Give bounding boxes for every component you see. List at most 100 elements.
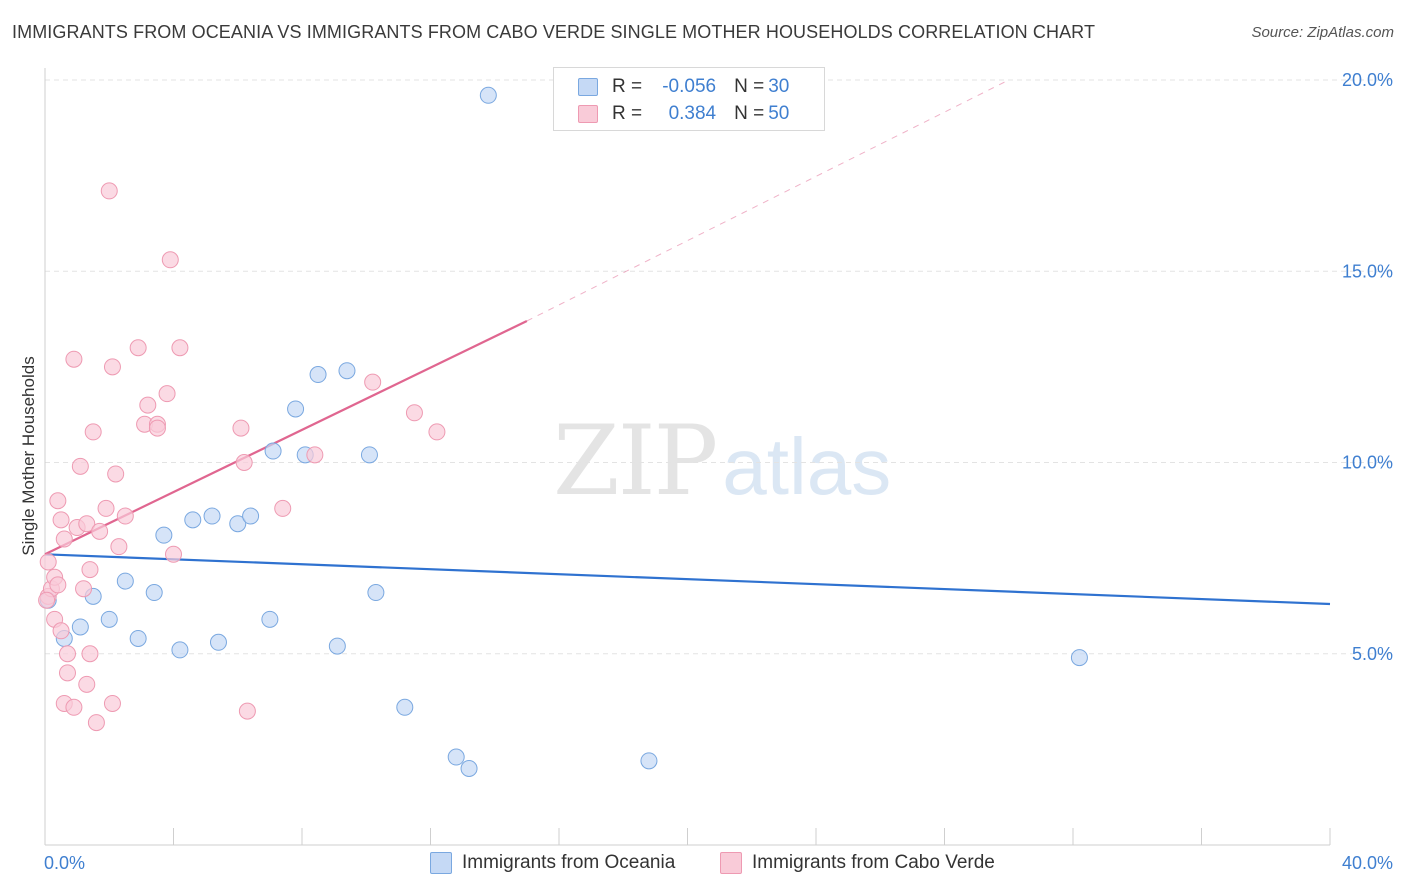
data-point-caboverde <box>107 465 125 483</box>
x-tick-label-min: 0.0% <box>44 853 85 873</box>
data-point-caboverde <box>103 358 121 376</box>
n-label: N = <box>734 103 765 124</box>
data-point-oceania <box>338 362 356 380</box>
oceania-swatch <box>578 78 598 96</box>
trend-line-caboverde-extension <box>526 79 1009 322</box>
data-point-caboverde <box>165 545 182 563</box>
correlation-legend: R = -0.056 N = 30 R = 0.384 N = 50 <box>553 67 825 131</box>
data-point-oceania <box>447 748 465 766</box>
r-label: R = <box>612 103 643 124</box>
data-point-caboverde <box>235 454 253 471</box>
legend-row-oceania: R = -0.056 N = 30 <box>578 75 789 99</box>
y-axis-label: Single Mother Households <box>19 356 38 555</box>
data-point-caboverde <box>148 419 166 437</box>
data-point-caboverde <box>405 404 423 422</box>
data-point-oceania <box>171 641 189 659</box>
data-point-oceania <box>360 446 378 464</box>
points-caboverde <box>38 182 446 732</box>
data-point-oceania <box>209 633 227 651</box>
data-point-caboverde <box>81 645 99 663</box>
chart-title: IMMIGRANTS FROM OCEANIA VS IMMIGRANTS FR… <box>12 22 1096 42</box>
y-tick-label: 15.0% <box>1342 261 1393 281</box>
y-tick-label: 20.0% <box>1342 70 1393 90</box>
data-point-oceania <box>328 637 346 655</box>
data-point-caboverde <box>52 622 70 640</box>
data-point-caboverde <box>171 339 189 357</box>
data-point-caboverde <box>58 645 76 663</box>
x-tick-label-max: 40.0% <box>1342 853 1393 873</box>
data-point-caboverde <box>129 339 147 357</box>
data-point-oceania <box>367 584 385 602</box>
data-point-caboverde <box>161 251 179 269</box>
data-point-caboverde <box>428 423 446 441</box>
data-point-caboverde <box>364 373 382 391</box>
series-legend-oceania: Immigrants from Oceania <box>430 852 675 874</box>
data-point-caboverde <box>81 561 99 579</box>
data-point-caboverde <box>49 576 67 594</box>
watermark-atlas: atlas <box>722 422 892 511</box>
data-point-oceania <box>203 507 221 525</box>
data-point-caboverde <box>100 182 118 200</box>
y-tick-label: 5.0% <box>1352 644 1393 664</box>
data-point-oceania <box>100 610 118 628</box>
data-point-oceania <box>155 526 173 544</box>
oceania-legend-swatch <box>430 852 452 874</box>
data-point-oceania <box>460 760 478 777</box>
data-point-caboverde <box>91 522 109 540</box>
data-point-caboverde <box>274 499 292 517</box>
data-point-oceania <box>116 572 134 590</box>
data-point-caboverde <box>110 538 128 556</box>
trend-line-oceania <box>44 553 1331 606</box>
data-point-caboverde <box>103 694 121 712</box>
data-point-caboverde <box>158 385 176 403</box>
grid-lines <box>45 79 1393 655</box>
data-point-oceania <box>640 752 658 770</box>
n-label: N = <box>734 76 765 97</box>
caboverde-swatch <box>578 105 598 123</box>
data-point-caboverde <box>75 580 93 598</box>
points-oceania <box>39 86 1088 777</box>
data-point-oceania <box>129 629 147 647</box>
data-point-oceania <box>287 400 305 418</box>
data-point-caboverde <box>65 350 83 368</box>
axes <box>44 68 1330 846</box>
y-tick-label: 10.0% <box>1342 453 1393 473</box>
data-point-oceania <box>1070 649 1088 667</box>
data-point-caboverde <box>97 499 115 517</box>
data-point-caboverde <box>87 714 105 732</box>
n-value-oceania: 30 <box>768 76 790 97</box>
r-value-oceania: -0.056 <box>662 76 717 97</box>
data-point-caboverde <box>71 457 89 475</box>
data-point-oceania <box>145 584 163 602</box>
y-tick-labels: 5.0% 10.0% 15.0% 20.0% <box>1342 70 1393 664</box>
series-legend-caboverde: Immigrants from Cabo Verde <box>720 852 995 874</box>
data-point-oceania <box>229 515 247 533</box>
data-point-oceania <box>309 366 327 384</box>
data-point-oceania <box>264 442 282 460</box>
source-credit: Source: ZipAtlas.com <box>1251 24 1394 41</box>
data-point-caboverde <box>116 507 134 525</box>
data-point-caboverde <box>238 702 256 720</box>
r-value-caboverde: 0.384 <box>668 103 717 124</box>
x-tick-marks <box>44 828 1331 845</box>
data-point-oceania <box>242 507 260 525</box>
data-point-caboverde <box>55 530 73 548</box>
data-point-caboverde <box>232 419 250 437</box>
watermark-zip: ZIP <box>553 405 718 517</box>
data-point-oceania <box>71 618 89 636</box>
data-point-caboverde <box>65 698 83 716</box>
data-point-caboverde <box>52 511 70 529</box>
data-point-caboverde <box>139 396 157 414</box>
data-point-caboverde <box>39 553 57 571</box>
data-point-oceania <box>396 698 414 716</box>
watermark: ZIPatlas <box>553 405 891 517</box>
data-point-caboverde <box>49 492 67 510</box>
data-point-oceania <box>261 610 279 628</box>
data-point-oceania <box>479 86 497 104</box>
data-point-caboverde <box>58 664 76 682</box>
caboverde-legend-swatch <box>720 852 742 874</box>
r-label: R = <box>612 76 643 97</box>
data-point-oceania <box>184 511 202 529</box>
data-point-caboverde <box>38 591 56 609</box>
